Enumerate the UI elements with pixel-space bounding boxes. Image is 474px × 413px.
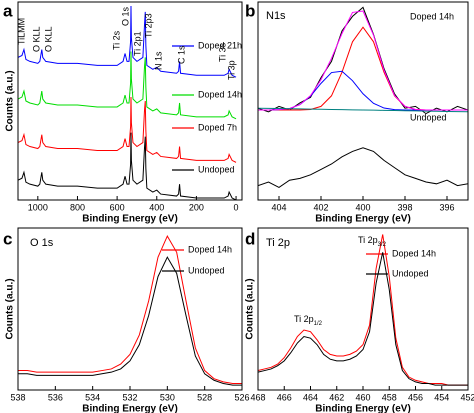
peak-label: Ti 2p3/2 (358, 235, 387, 247)
legend-label: Doped 21h (198, 40, 242, 50)
x-tick-label: 1000 (28, 202, 48, 212)
legend-label: Doped 7h (198, 122, 237, 132)
x-tick-label: 398 (397, 202, 412, 212)
spectrum-line (18, 132, 237, 200)
peak-label: Ti 3s (217, 42, 227, 62)
spectrum-line (258, 6, 468, 115)
x-axis-label: Binding Energy (eV) (82, 404, 178, 413)
peak-label: Ti 2p3 (143, 13, 153, 38)
x-tick-label: 532 (122, 392, 137, 402)
spectrum-line (258, 26, 468, 111)
peak-label: TiLMM (16, 18, 26, 45)
x-tick-label: 200 (189, 202, 204, 212)
legend-label: Doped 14h (198, 89, 242, 99)
x-tick-label: 402 (313, 202, 328, 212)
spectrum-line (18, 234, 242, 385)
peak-label: N 1s (153, 51, 163, 70)
spectrum-line (18, 256, 242, 386)
y-axis-label: Counts (a.u.) (245, 278, 256, 339)
peak-label: Ti 2p1/2 (294, 314, 323, 326)
legend-label: Undoped (392, 268, 429, 278)
spectrum-line (258, 234, 468, 386)
x-tick-label: 458 (382, 392, 397, 402)
peak-label-main: Ti 2p (358, 235, 378, 245)
panel-title: O 1s (30, 237, 54, 249)
panel-title: N1s (266, 10, 286, 22)
x-tick-label: 530 (160, 392, 175, 402)
x-tick-label: 464 (303, 392, 318, 402)
legend-label: Doped 14h (188, 244, 232, 254)
x-tick-label: 452 (460, 392, 474, 402)
x-tick-label: 600 (110, 202, 125, 212)
legend-label: Doped 14h (392, 248, 436, 258)
x-tick-label: 466 (277, 392, 292, 402)
spectrum-line (258, 10, 468, 111)
x-tick-label: 468 (250, 392, 265, 402)
peak-label: Ti 2p1 (132, 31, 142, 56)
peak-label: Ti 2s (111, 30, 121, 50)
x-tick-label: 536 (48, 392, 63, 402)
panel-title: Ti 2p (266, 237, 290, 249)
spectrum-line (258, 147, 468, 188)
spectrum-line (18, 5, 237, 78)
spectrum-line (18, 97, 237, 163)
x-axis-label: Binding Energy (eV) (82, 214, 178, 225)
peak-label-main: Ti 2p (294, 314, 314, 324)
x-tick-label: 456 (408, 392, 423, 402)
x-tick-label: 534 (85, 392, 100, 402)
x-tick-label: 454 (434, 392, 449, 402)
peak-label: O KLL (31, 26, 41, 52)
spectrum-line (18, 51, 237, 120)
legend-label: Undoped (410, 112, 447, 122)
peak-label: O 1s (120, 6, 130, 26)
x-tick-label: 400 (355, 202, 370, 212)
spectrum-line (258, 107, 468, 113)
panel-label: a (3, 1, 13, 20)
legend-label: Doped 14h (410, 11, 454, 21)
legend-label: Undoped (188, 265, 225, 275)
plot-frame (17, 1, 243, 201)
plot-frame (257, 227, 469, 391)
x-tick-label: 526 (234, 392, 249, 402)
x-tick-label: 0 (234, 202, 239, 212)
x-tick-label: 538 (10, 392, 25, 402)
x-tick-label: 400 (149, 202, 164, 212)
x-axis-label: Binding Energy (eV) (315, 404, 411, 413)
peak-label: C 1s (176, 45, 186, 64)
panel-label: c (3, 229, 12, 248)
spectrum-line (258, 70, 468, 111)
peak-label-sub: 3/2 (378, 242, 387, 248)
x-tick-label: 462 (329, 392, 344, 402)
x-tick-label: 528 (197, 392, 212, 402)
panel-label: d (245, 229, 255, 248)
panel-label: b (245, 1, 255, 20)
y-axis-label: Counts (a.u.) (5, 278, 16, 339)
peak-label: Ti 3p (226, 60, 236, 80)
x-tick-label: 800 (70, 202, 85, 212)
x-axis-label: Binding Energy (eV) (315, 214, 411, 225)
x-tick-label: 404 (271, 202, 286, 212)
x-tick-label: 396 (439, 202, 454, 212)
plot-frame (257, 1, 469, 201)
x-tick-label: 460 (355, 392, 370, 402)
peak-label: O KLL (43, 26, 53, 52)
legend-label: Undoped (198, 164, 235, 174)
spectrum-line (258, 252, 468, 386)
y-axis-label: Counts (a.u.) (5, 70, 16, 131)
peak-label-sub: 1/2 (314, 321, 323, 327)
